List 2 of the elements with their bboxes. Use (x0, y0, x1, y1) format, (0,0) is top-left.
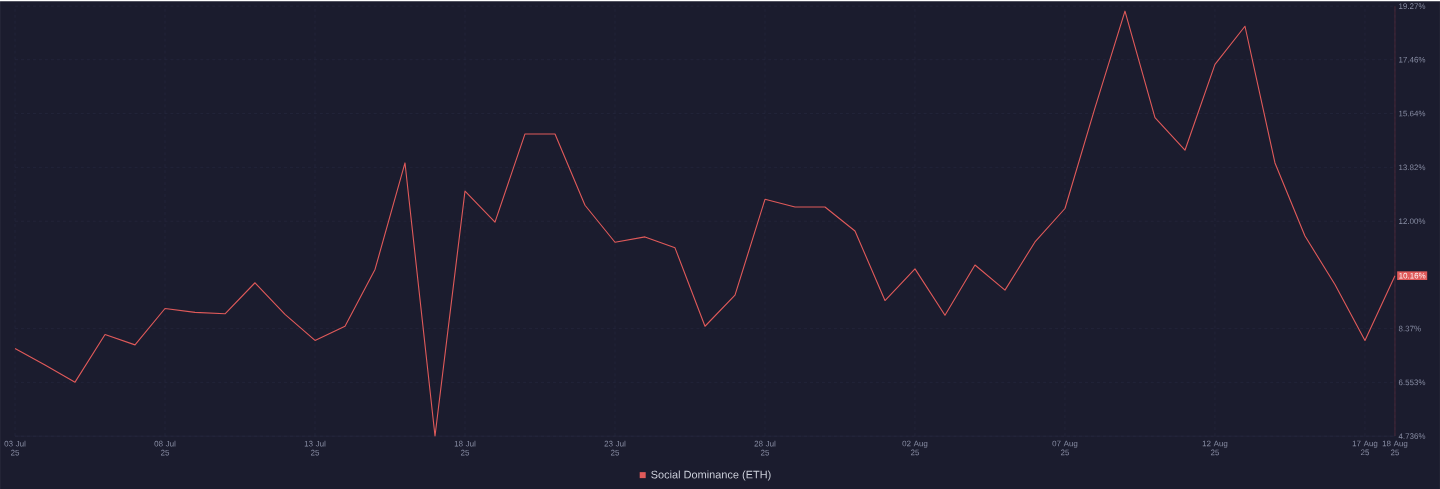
line-series (14, 10, 1396, 437)
legend-label: Social Dominance (ETH) (651, 470, 771, 481)
